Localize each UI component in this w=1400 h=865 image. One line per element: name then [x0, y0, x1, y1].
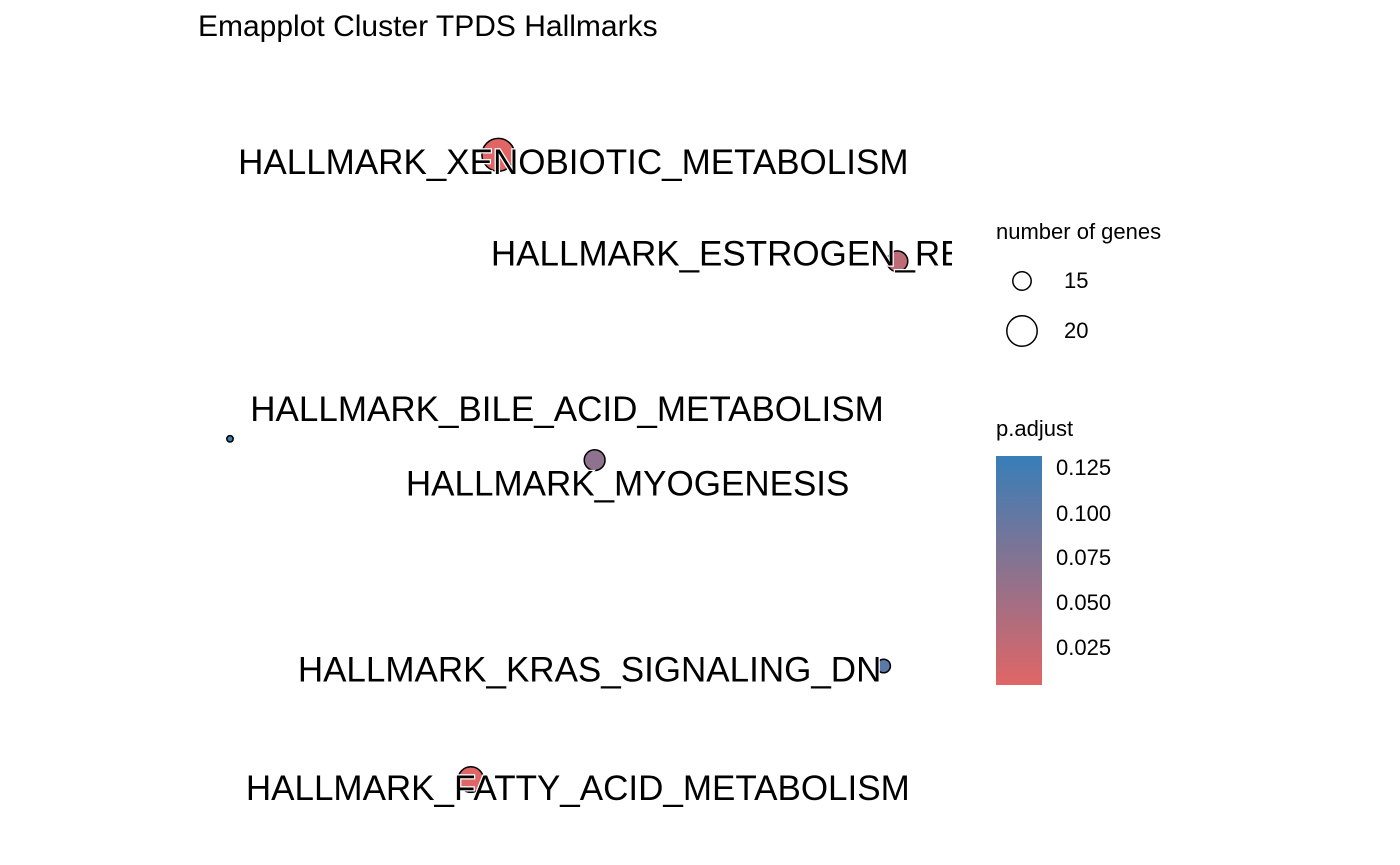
color-legend-title: p.adjust [996, 416, 1074, 441]
node-label: HALLMARK_XENOBIOTIC_METABOLISM [238, 143, 908, 182]
chart-title: Emapplot Cluster TPDS Hallmarks [198, 10, 658, 43]
node-point [457, 766, 485, 794]
size-legend-key [1006, 315, 1038, 347]
node-label: HALLMARK_BILE_ACID_METABOLISM [250, 390, 883, 429]
node-point [583, 448, 606, 472]
node-point [886, 250, 909, 273]
color-legend-tick-label: 0.050 [1056, 590, 1112, 615]
color-legend-bar [996, 456, 1042, 685]
size-legend-title: number of genes [996, 219, 1162, 244]
node-point [481, 137, 516, 172]
node-label: HALLMARK_ESTROGEN_RESPONSE_LATE [491, 235, 1214, 274]
node-label: HALLMARK_KRAS_SIGNALING_DN [298, 650, 882, 689]
color-legend-tick-label: 0.075 [1056, 545, 1112, 570]
node-label: HALLMARK_MYOGENESIS [406, 464, 849, 503]
color-legend-tick-label: 0.025 [1056, 635, 1112, 660]
color-legend-tick-label: 0.100 [1056, 501, 1112, 526]
size-legend-key [1012, 271, 1032, 291]
size-legend-label-20: 20 [1064, 318, 1089, 343]
node-point [876, 658, 892, 674]
size-legend-label-15: 15 [1064, 268, 1089, 293]
color-legend-tick-label: 0.125 [1056, 455, 1112, 480]
node-label: HALLMARK_FATTY_ACID_METABOLISM [246, 769, 910, 808]
node-point [226, 434, 234, 443]
